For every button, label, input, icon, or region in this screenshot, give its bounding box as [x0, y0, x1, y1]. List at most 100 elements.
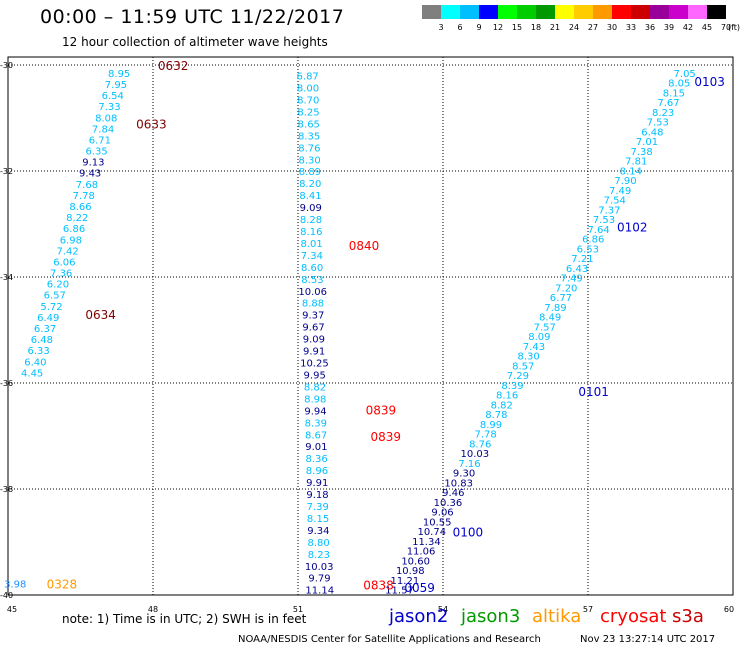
- page-subtitle: 12 hour collection of altimeter wave hei…: [62, 35, 328, 49]
- wave-height-value: 7.49: [561, 274, 583, 285]
- legend-label: 6: [457, 23, 463, 32]
- wave-height-value: 3.98: [4, 579, 26, 590]
- y-tick-label: -36: [0, 379, 13, 388]
- wave-height-value: 8.82: [304, 382, 326, 393]
- generation-timestamp: Nov 23 13:27:14 UTC 2017: [580, 634, 716, 645]
- legend-swatch: [669, 5, 688, 19]
- wave-height-value: 7.43: [523, 342, 545, 353]
- wave-height-value: 8.67: [305, 430, 327, 441]
- wave-height-value: 8.23: [308, 550, 330, 561]
- pass-time-label: 0633: [136, 117, 167, 131]
- legend-swatch: [422, 5, 441, 19]
- wave-height-value: 6.86: [63, 224, 85, 235]
- legend-label: 15: [511, 23, 523, 32]
- wave-height-value: 7.78: [73, 191, 95, 202]
- legend-swatch: [536, 5, 555, 19]
- legend-swatch: [707, 5, 726, 19]
- wave-height-value: 7.38: [630, 147, 652, 158]
- legend-label: 33: [625, 23, 637, 32]
- pass-time-label: 0838: [363, 578, 394, 592]
- wave-height-value: 11.14: [305, 586, 334, 597]
- wave-height-value: 8.80: [307, 538, 329, 549]
- legend-swatch: [650, 5, 669, 19]
- y-tick-label: -30: [0, 61, 13, 70]
- wave-height-value: 8.95: [108, 69, 130, 80]
- pass-time-label: 0101: [578, 385, 609, 399]
- wave-height-value: 7.49: [609, 186, 631, 197]
- wave-height-value: 7.57: [534, 322, 556, 333]
- wave-height-value: 8.15: [663, 88, 685, 99]
- wave-height-value: 7.81: [625, 157, 647, 168]
- wave-height-value: 8.35: [298, 131, 320, 142]
- legend-swatch: [631, 5, 650, 19]
- legend-label: 39: [663, 23, 675, 32]
- wave-height-value: 9.13: [82, 158, 104, 169]
- wave-height-value: 7.01: [636, 137, 658, 148]
- legend-swatch: [460, 5, 479, 19]
- x-tick-label: 57: [583, 605, 593, 614]
- wave-height-value: 7.78: [474, 430, 496, 441]
- pass-time-label: 0102: [617, 221, 648, 235]
- pass-time-label: 0840: [349, 239, 380, 253]
- satellite-jason3: jason3: [461, 606, 521, 627]
- wave-height-value: 8.15: [307, 514, 329, 525]
- wave-height-value: 8.65: [298, 119, 320, 130]
- wave-height-value: 8.05: [668, 79, 690, 90]
- wave-height-value: 8.39: [305, 418, 327, 429]
- legend-swatch: [479, 5, 498, 19]
- wave-height-value: 6.53: [577, 244, 599, 255]
- wave-height-value: 8.76: [298, 143, 320, 154]
- wave-height-value: 8.70: [297, 95, 319, 106]
- x-tick-label: 54: [438, 605, 448, 614]
- legend-label: 12: [492, 23, 504, 32]
- wave-height-value: 10.36: [434, 498, 463, 509]
- legend-swatch: [612, 5, 631, 19]
- wave-height-value: 7.36: [50, 269, 72, 280]
- wave-height-value: 9.18: [306, 490, 328, 501]
- wave-height-value: 7.64: [587, 225, 609, 236]
- wave-height-value: 7.20: [555, 283, 577, 294]
- wave-height-value: 8.36: [306, 454, 328, 465]
- wave-height-value: 9.67: [302, 323, 324, 334]
- wave-height-value: 8.09: [528, 332, 550, 343]
- wave-height-value: 6.35: [85, 147, 107, 158]
- wave-height-value: 6.71: [89, 135, 111, 146]
- pass-time-label: 0059: [404, 581, 435, 595]
- legend-swatch: [441, 5, 460, 19]
- wave-height-value: 9.06: [431, 508, 453, 519]
- wave-height-value: 8.30: [299, 155, 321, 166]
- wave-height-value: 8.57: [512, 361, 534, 372]
- pass-time-label: 0328: [47, 577, 78, 591]
- wave-height-value: 9.94: [304, 406, 326, 417]
- wave-height-value: 9.43: [79, 169, 101, 180]
- wave-height-value: 9.91: [306, 478, 328, 489]
- y-tick-label: -40: [0, 591, 13, 600]
- wave-height-value: 6.86: [582, 235, 604, 246]
- wave-height-value: 6.33: [27, 346, 49, 357]
- x-tick-label: 45: [7, 605, 17, 614]
- pass-time-label: 0100: [453, 525, 484, 539]
- page-title: 00:00 – 11:59 UTC 11/22/2017: [40, 6, 345, 28]
- legend-label: 45: [701, 23, 713, 32]
- wave-height-value: 8.16: [496, 391, 518, 402]
- map-frame: [7, 56, 734, 596]
- wave-height-value: 8.66: [69, 202, 91, 213]
- legend-label: 70: [720, 23, 732, 32]
- wave-height-value: 7.84: [92, 124, 114, 135]
- wave-height-value: 6.48: [31, 335, 53, 346]
- wave-height-value: 8.49: [539, 313, 561, 324]
- legend-swatch: [517, 5, 536, 19]
- wave-height-value: 8.78: [485, 410, 507, 421]
- wave-height-value: 10.03: [461, 449, 490, 460]
- wave-height-value: 7.68: [76, 180, 98, 191]
- wave-height-value: 7.90: [614, 176, 636, 187]
- satellite-jason2: jason2: [389, 606, 449, 627]
- wave-height-value: 6.87: [297, 72, 319, 83]
- wave-height-value: 10.03: [305, 562, 334, 573]
- wave-height-value: 6.57: [44, 291, 66, 302]
- legend-label: 3: [438, 23, 444, 32]
- wave-height-value: 6.06: [53, 257, 75, 268]
- wave-height-value: 7.39: [307, 502, 329, 513]
- legend-label: 24: [568, 23, 580, 32]
